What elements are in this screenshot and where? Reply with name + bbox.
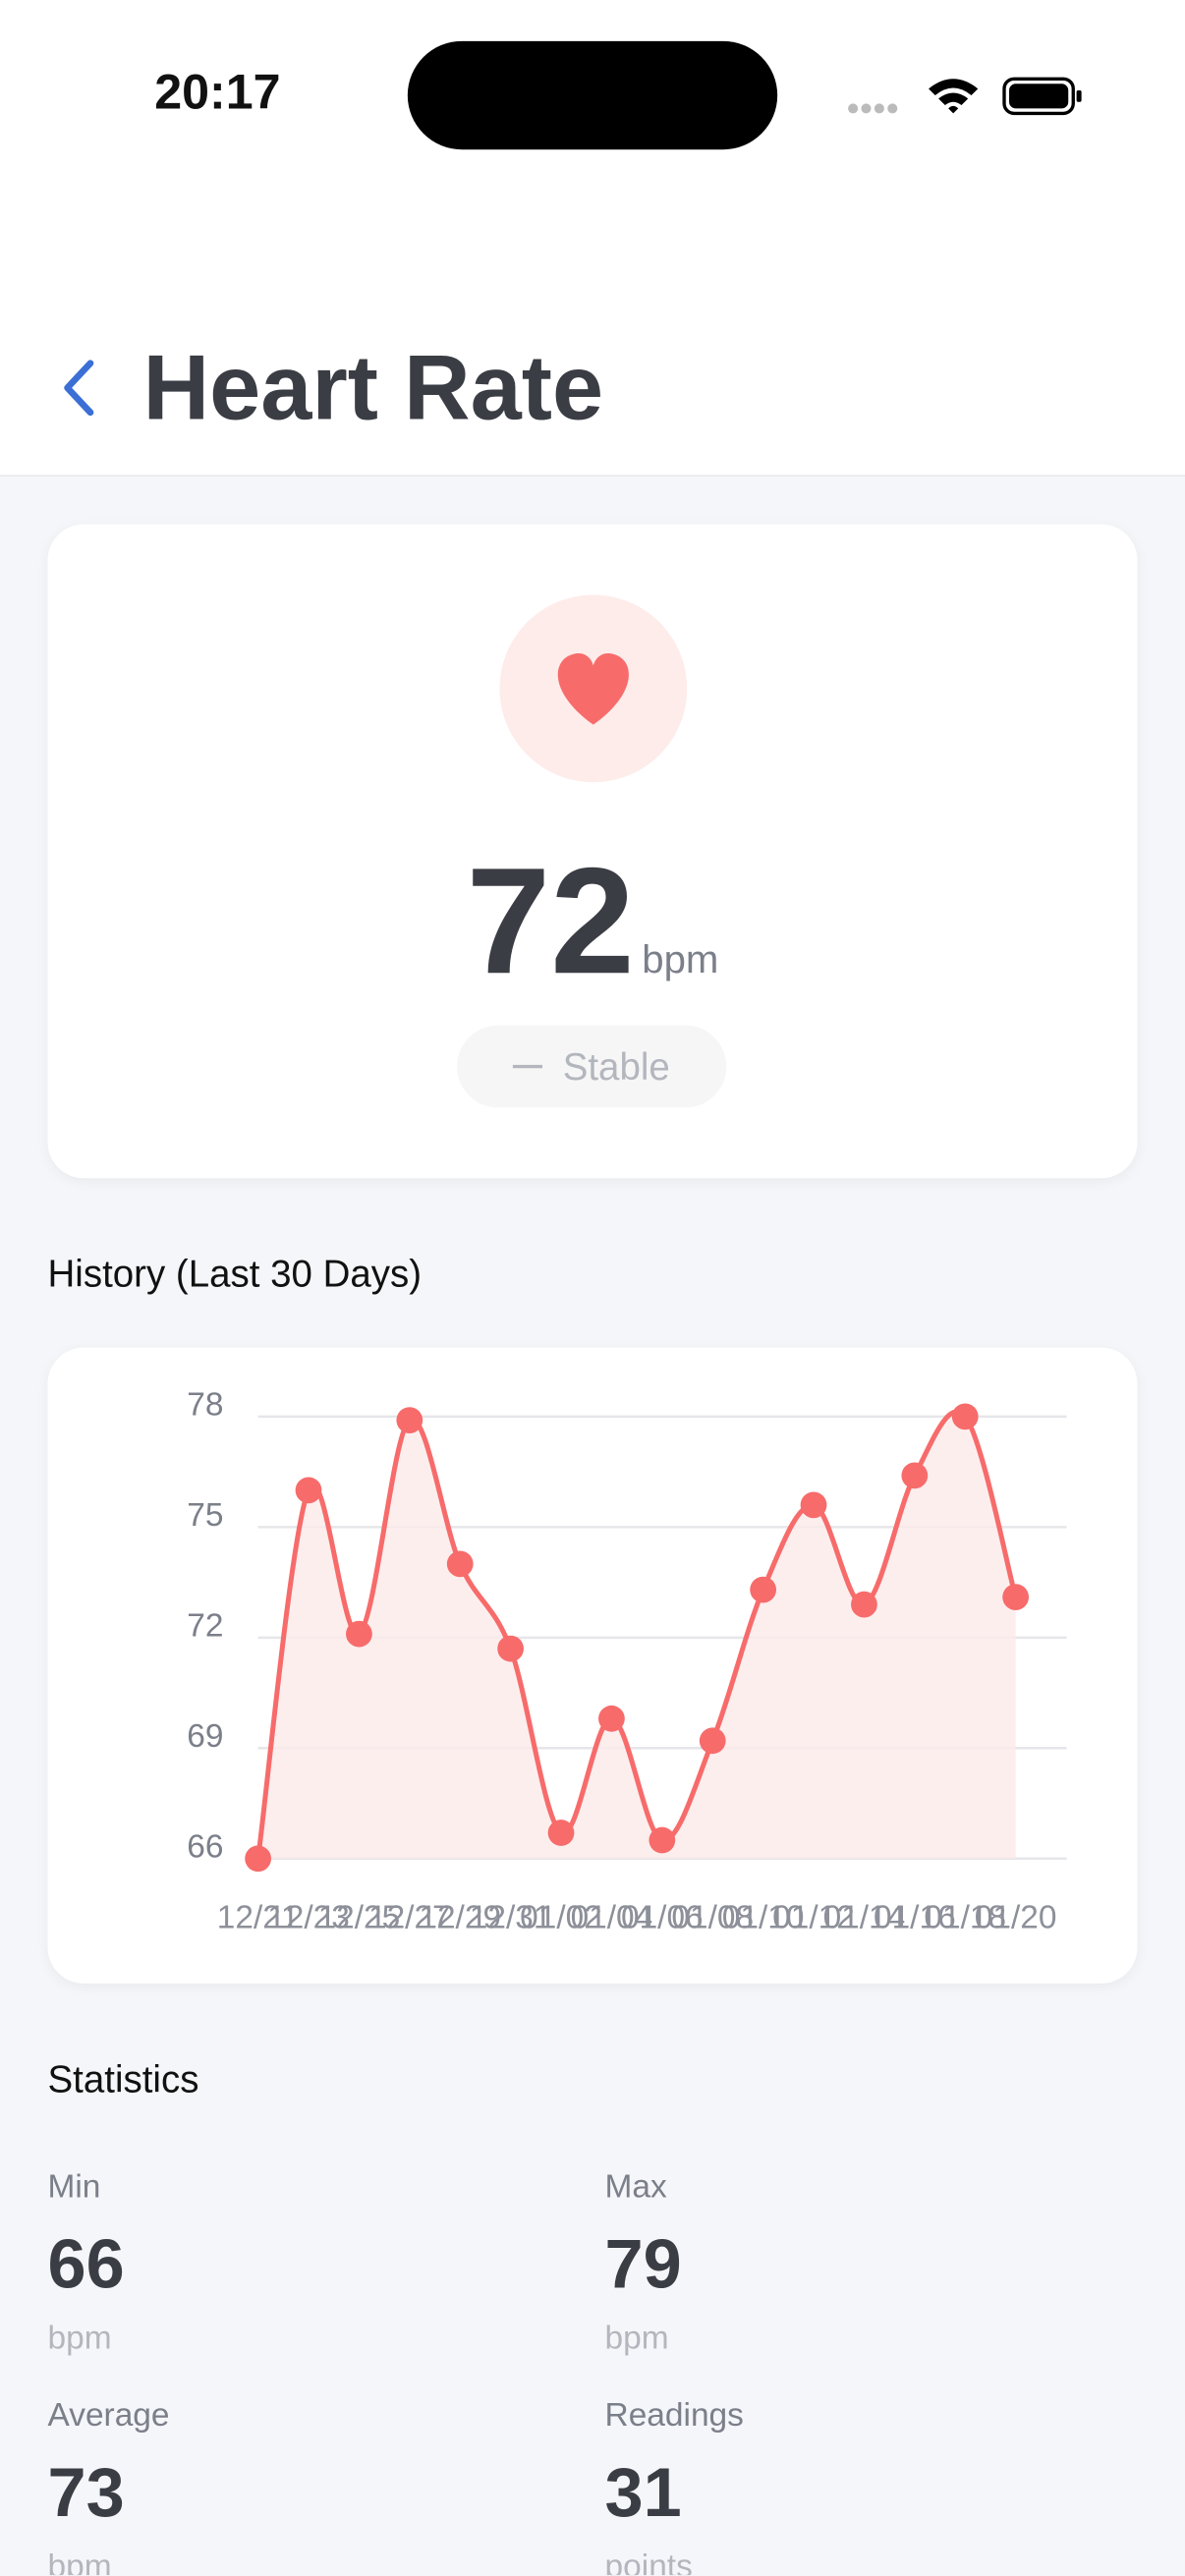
dynamic-island bbox=[407, 40, 778, 150]
section-title: History (Last 30 Days) bbox=[47, 1252, 423, 1296]
status-icons bbox=[848, 77, 1082, 116]
x-tick-label: 01/12 bbox=[772, 1900, 855, 1936]
point bbox=[800, 1491, 827, 1519]
point bbox=[851, 1591, 877, 1618]
point bbox=[951, 1403, 979, 1430]
heart-icon bbox=[499, 594, 688, 783]
x-tick-label: 01/02 bbox=[520, 1900, 602, 1936]
x-tick-label: 01/14 bbox=[823, 1900, 906, 1936]
current-reading: 72 bpm bbox=[48, 836, 1138, 1009]
stat-label: Max bbox=[604, 2168, 667, 2206]
point bbox=[1002, 1584, 1030, 1610]
back-button[interactable] bbox=[54, 359, 103, 421]
current-unit: bpm bbox=[642, 938, 719, 983]
stat-unit: bpm bbox=[604, 2320, 669, 2357]
y-tick-label: 72 bbox=[187, 1608, 223, 1645]
trend-icon bbox=[513, 1064, 543, 1069]
point bbox=[396, 1407, 423, 1433]
point bbox=[497, 1635, 524, 1662]
x-tick-label: 01/18 bbox=[924, 1900, 1006, 1936]
stat-unit: bpm bbox=[47, 2320, 112, 2357]
stat-label: Min bbox=[47, 2168, 101, 2206]
point bbox=[649, 1826, 676, 1854]
x-tick-label: 01/04 bbox=[571, 1900, 653, 1936]
point bbox=[699, 1727, 726, 1755]
stat-value: 79 bbox=[604, 2224, 682, 2303]
y-tick-label: 78 bbox=[187, 1387, 223, 1424]
x-tick-label: 12/31 bbox=[470, 1900, 552, 1936]
x-tick-label: 12/21 bbox=[217, 1900, 300, 1936]
x-tick-label: 01/16 bbox=[874, 1900, 956, 1936]
stat-label: Readings bbox=[604, 2397, 744, 2435]
point bbox=[598, 1705, 625, 1732]
point bbox=[346, 1620, 372, 1648]
x-tick-label: 12/29 bbox=[419, 1900, 501, 1936]
point bbox=[901, 1462, 929, 1489]
point bbox=[547, 1820, 575, 1846]
page-title: Heart Rate bbox=[142, 335, 604, 439]
stat-value: 73 bbox=[47, 2453, 125, 2531]
point bbox=[245, 1845, 271, 1873]
status-pill: Stable bbox=[457, 1025, 727, 1108]
stat-unit: bpm bbox=[47, 2548, 112, 2576]
x-tick-label: 01/06 bbox=[621, 1900, 704, 1936]
status-text: Stable bbox=[562, 1043, 670, 1088]
x-tick-label: 12/27 bbox=[368, 1900, 451, 1936]
stat-unit: points bbox=[604, 2548, 693, 2576]
point bbox=[295, 1477, 322, 1504]
x-tick-label: 12/23 bbox=[267, 1900, 350, 1936]
y-tick-label: 66 bbox=[187, 1829, 223, 1866]
stat-label: Average bbox=[47, 2397, 170, 2435]
y-tick-label: 69 bbox=[187, 1718, 223, 1755]
current-value: 72 bbox=[466, 838, 635, 1006]
section-title: Statistics bbox=[47, 2057, 199, 2100]
y-tick-label: 75 bbox=[187, 1497, 223, 1534]
x-tick-label: 01/10 bbox=[722, 1900, 805, 1936]
point bbox=[446, 1550, 474, 1578]
current-card: 72 bpm Stable bbox=[47, 524, 1138, 1179]
x-tick-label: 01/08 bbox=[671, 1900, 754, 1936]
status-time: 20:17 bbox=[154, 65, 281, 121]
point bbox=[750, 1576, 777, 1603]
x-tick-label: 01/20 bbox=[975, 1900, 1057, 1936]
stat-value: 66 bbox=[47, 2224, 125, 2303]
x-tick-label: 12/25 bbox=[318, 1900, 401, 1936]
stat-value: 31 bbox=[604, 2453, 682, 2531]
